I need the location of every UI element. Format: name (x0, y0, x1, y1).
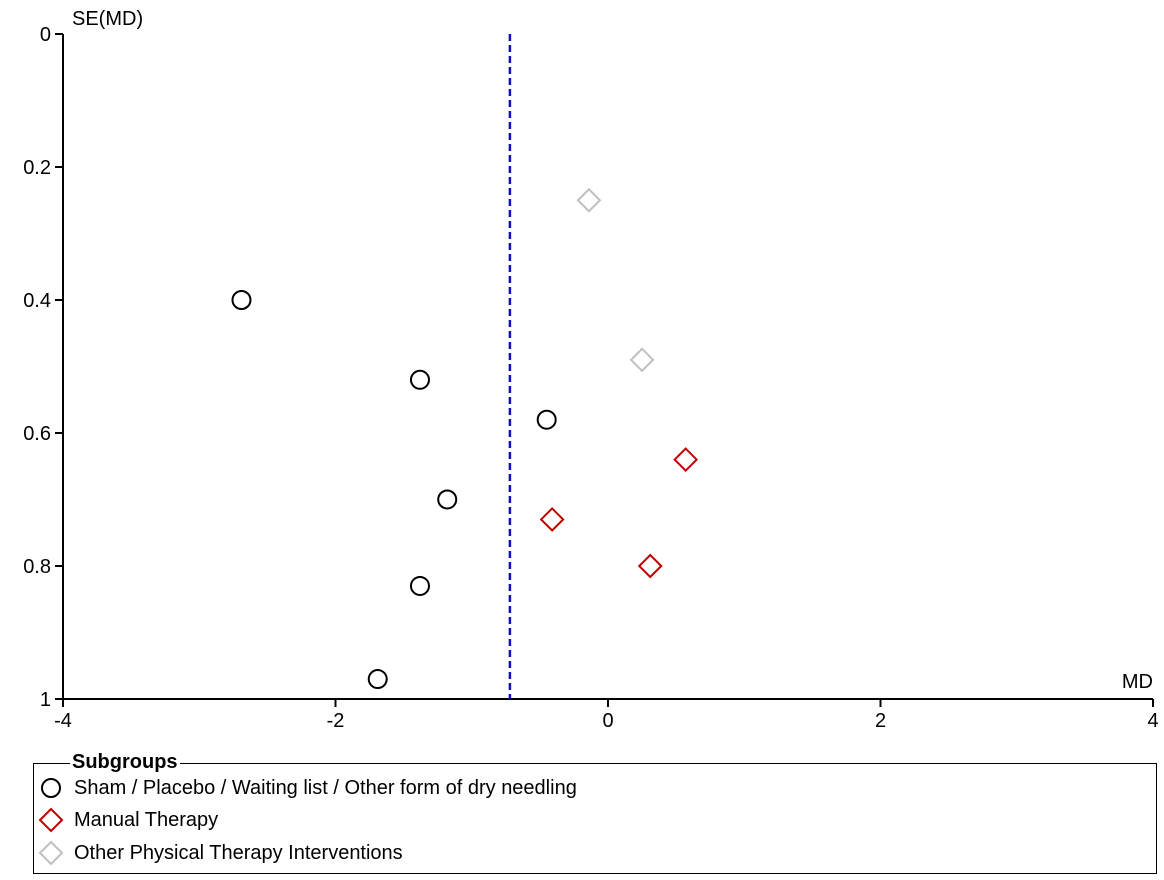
x-tick-label: 2 (875, 710, 886, 732)
data-point-diamond (576, 187, 602, 213)
legend-item-manual-therapy: Manual Therapy (38, 807, 218, 833)
legend-label-manual-therapy: Manual Therapy (74, 808, 219, 831)
circle-marker-icon (41, 778, 61, 798)
data-point-circle (409, 369, 430, 390)
data-point-circle (409, 575, 430, 596)
x-axis-title: MD (1122, 671, 1153, 693)
y-axis-title: SE(MD) (72, 8, 143, 30)
axes (62, 34, 1153, 700)
funnel-plot: -4 -2 0 2 4 0 0.2 0.4 0.6 0.8 1 SE(MD) MD (23, 8, 1159, 732)
y-tick-label: 1 (40, 689, 51, 711)
legend-item-sham: Sham / Placebo / Waiting list / Other fo… (38, 775, 577, 801)
legend: Subgroups Sham / Placebo / Waiting list … (33, 751, 1157, 874)
legend-label-other-pt: Other Physical Therapy Interventions (74, 841, 403, 864)
x-tick-label: 4 (1147, 710, 1158, 732)
y-tick-label: 0.4 (23, 290, 51, 312)
x-ticks: -4 -2 0 2 4 (54, 699, 1159, 732)
legend-title: Subgroups (70, 751, 180, 774)
data-point-circle (536, 409, 557, 430)
y-tick-label: 0.8 (23, 556, 51, 578)
legend-item-other-pt: Other Physical Therapy Interventions (38, 840, 403, 866)
gray-diamond-marker-icon (38, 840, 64, 866)
data-points (231, 187, 699, 690)
data-point-diamond (539, 507, 565, 532)
x-tick-label: -4 (54, 710, 72, 732)
data-point-diamond (629, 347, 655, 373)
y-tick-label: 0.6 (23, 423, 51, 445)
data-point-circle (437, 489, 458, 510)
data-point-diamond (637, 553, 663, 579)
y-ticks: 0 0.2 0.4 0.6 0.8 1 (23, 24, 63, 711)
data-point-diamond (673, 447, 699, 473)
data-point-circle (231, 290, 252, 310)
x-tick-label: -2 (327, 710, 345, 732)
x-tick-label: 0 (602, 710, 613, 732)
y-tick-label: 0.2 (23, 157, 51, 179)
red-diamond-marker-icon (38, 807, 64, 833)
data-point-circle (367, 669, 388, 690)
y-tick-label: 0 (40, 24, 51, 46)
legend-label-sham: Sham / Placebo / Waiting list / Other fo… (74, 776, 577, 799)
